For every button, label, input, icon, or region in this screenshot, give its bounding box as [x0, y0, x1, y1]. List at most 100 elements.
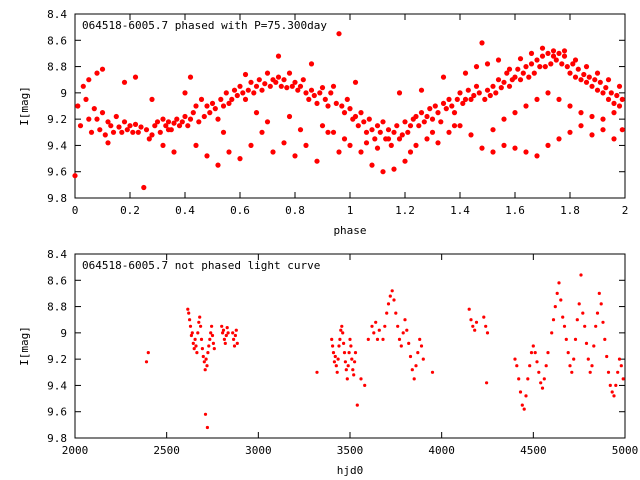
data-point — [471, 92, 477, 99]
data-point — [611, 110, 617, 116]
data-point — [366, 337, 370, 341]
data-point — [154, 119, 161, 125]
data-point — [597, 291, 601, 295]
data-point — [192, 347, 196, 351]
x-tick-label: 0.6 — [230, 204, 250, 217]
data-point — [515, 66, 521, 72]
data-point — [83, 96, 89, 102]
data-point — [207, 344, 211, 348]
data-point — [540, 386, 545, 390]
data-point — [194, 344, 198, 348]
data-point — [479, 145, 485, 151]
data-point — [197, 320, 201, 324]
data-point — [259, 129, 265, 135]
y-tick-label: 8.8 — [47, 61, 67, 74]
data-point — [223, 90, 229, 96]
data-point — [581, 71, 587, 78]
data-point — [353, 351, 358, 355]
data-point — [369, 162, 375, 168]
data-point — [242, 96, 249, 102]
data-point — [600, 127, 606, 133]
data-point — [451, 110, 458, 116]
data-point — [490, 127, 496, 133]
data-point — [292, 153, 298, 159]
data-point — [578, 110, 584, 116]
data-point — [248, 79, 254, 85]
data-point — [610, 390, 614, 394]
data-point — [278, 83, 284, 89]
data-point — [342, 341, 346, 345]
x-tick-label: 0.4 — [175, 204, 195, 217]
data-point — [490, 83, 496, 89]
data-point — [143, 127, 150, 133]
data-point — [616, 103, 623, 109]
data-point — [567, 103, 573, 109]
data-point — [225, 326, 229, 330]
data-point — [188, 324, 193, 328]
data-point — [529, 351, 534, 355]
data-point — [542, 64, 548, 70]
data-point — [381, 337, 385, 341]
data-point — [577, 302, 581, 306]
x-tick-label: 1 — [347, 204, 354, 217]
data-point — [157, 129, 163, 135]
data-point — [347, 142, 353, 148]
data-point — [545, 50, 551, 57]
data-point — [146, 136, 152, 142]
data-point — [211, 341, 215, 345]
data-point — [595, 311, 600, 315]
data-point — [407, 123, 414, 129]
data-point — [617, 357, 622, 361]
data-point — [308, 61, 315, 67]
data-point — [185, 123, 191, 129]
data-point — [146, 351, 150, 355]
data-point — [331, 351, 336, 355]
data-point — [605, 354, 609, 359]
data-point — [352, 79, 359, 85]
data-point — [108, 123, 114, 129]
data-point — [176, 123, 183, 129]
data-point — [344, 368, 348, 372]
data-point — [289, 83, 295, 89]
data-point — [235, 341, 239, 345]
data-point — [306, 96, 312, 102]
data-point — [187, 74, 194, 80]
data-point — [102, 132, 108, 138]
data-point — [144, 360, 149, 364]
data-point — [94, 116, 100, 122]
y-tick-label: 8.6 — [47, 34, 67, 47]
data-point — [220, 324, 224, 328]
data-point — [267, 83, 273, 89]
data-point — [199, 337, 204, 341]
data-point — [193, 337, 197, 341]
data-point — [171, 149, 177, 155]
data-point — [221, 331, 225, 335]
data-point — [399, 132, 405, 138]
data-point — [559, 298, 563, 302]
data-point — [209, 331, 213, 335]
data-point — [132, 121, 139, 127]
y-tick-label: 8.6 — [47, 274, 67, 287]
plot-title: 064518-6005.7 not phased light curve — [82, 259, 320, 272]
data-point — [212, 106, 218, 112]
data-point — [612, 394, 616, 398]
x-tick-label: 0.2 — [120, 204, 140, 217]
data-point — [343, 360, 347, 364]
data-point — [399, 344, 403, 348]
unphased-light-curve-panel: 2000 2500 3000 3500 4000 4500 5000 8.4 8.6 8.8 9 9.… — [18, 248, 638, 477]
data-point — [495, 57, 502, 63]
data-point — [418, 87, 425, 93]
data-point — [264, 119, 271, 125]
data-point — [358, 149, 364, 155]
data-point — [573, 337, 578, 341]
data-point — [575, 318, 579, 322]
data-point — [479, 40, 485, 46]
data-point — [119, 129, 125, 135]
data-point — [592, 77, 598, 83]
data-point — [501, 116, 507, 122]
data-point — [454, 96, 460, 102]
data-point — [208, 337, 212, 341]
data-point — [421, 357, 425, 361]
data-point — [513, 357, 517, 361]
data-point — [594, 87, 601, 93]
